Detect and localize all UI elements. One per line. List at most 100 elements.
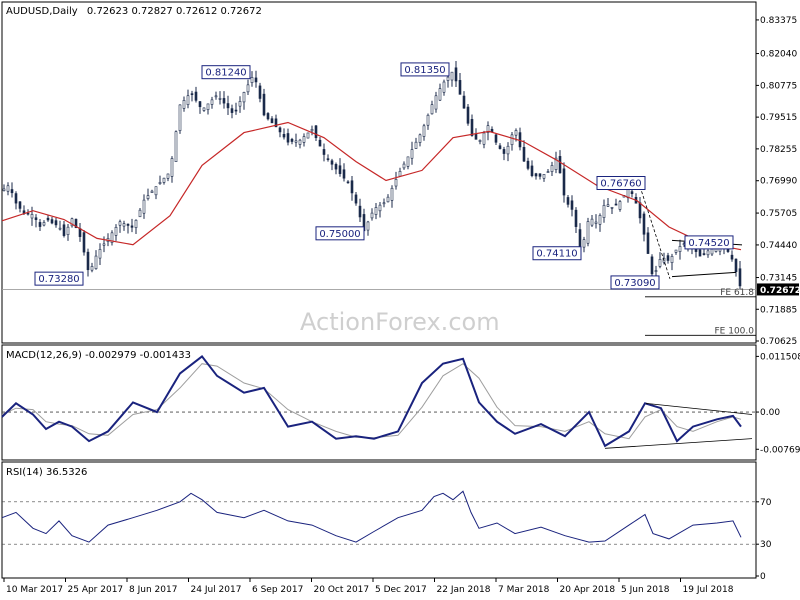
candle	[30, 206, 34, 226]
candle	[414, 137, 418, 149]
price-level-label: 0.74110	[532, 246, 582, 261]
x-tick-label: 5 Jun 2018	[621, 585, 670, 595]
price-tick-label: 0.78255	[760, 145, 797, 155]
candle	[602, 199, 606, 223]
x-tick-label: 25 Apr 2017	[68, 585, 124, 595]
candle	[574, 207, 578, 234]
macd-layer	[1, 354, 756, 449]
fib-extension-label: FE 61.8	[720, 288, 754, 298]
candle	[462, 91, 466, 109]
candle	[670, 253, 674, 271]
candle	[230, 104, 234, 119]
candle	[438, 83, 442, 101]
candle	[550, 161, 554, 177]
price-tick-label: 0.79515	[760, 113, 797, 123]
candle	[338, 158, 342, 177]
price-tick-label: 0.76990	[760, 177, 797, 187]
x-tick-label: 8 Jun 2017	[129, 585, 177, 595]
candle	[206, 103, 210, 115]
candle	[478, 139, 482, 145]
candle	[542, 174, 546, 182]
candle	[334, 162, 338, 175]
x-tick-label: 22 Jan 2018	[437, 585, 491, 595]
candle	[346, 180, 350, 184]
candle	[214, 91, 218, 100]
candle	[350, 176, 354, 201]
candle	[282, 128, 286, 140]
rsi-layer	[1, 490, 756, 545]
candle	[466, 104, 470, 126]
candle	[422, 123, 426, 141]
ohlc-values: 0.72623 0.72827 0.72612 0.72672	[87, 6, 262, 17]
candle	[630, 189, 634, 198]
candle	[210, 96, 214, 109]
candle	[502, 146, 506, 161]
candle	[222, 91, 226, 109]
candle	[554, 151, 558, 174]
x-tick-label: 10 Mar 2017	[6, 585, 63, 595]
price-tick-label: 0.70625	[760, 337, 797, 347]
candle	[358, 198, 362, 222]
candle	[410, 141, 414, 165]
price-tick-label: 0.73145	[760, 274, 797, 284]
price-tick-label: 0.80775	[760, 81, 797, 91]
candle	[194, 86, 198, 103]
current-price-tag: 0.72672	[757, 283, 800, 296]
candle	[298, 138, 302, 149]
candle	[306, 132, 310, 139]
svg-text:0.75000: 0.75000	[319, 229, 360, 240]
watermark: ActionForex.com	[300, 308, 500, 336]
moving-average-line	[1, 121, 742, 251]
candle	[290, 137, 294, 145]
candle	[94, 250, 98, 270]
candle	[614, 198, 618, 206]
candle	[382, 198, 386, 208]
candle	[310, 125, 314, 136]
fib-extension-label: FE 100.0	[715, 326, 755, 336]
candle	[234, 102, 238, 115]
candle	[326, 154, 330, 162]
candle	[302, 133, 306, 147]
candle	[174, 130, 178, 163]
candle	[398, 167, 402, 177]
candle	[498, 143, 502, 150]
macd-tick-label: 0.00	[760, 408, 780, 418]
candle	[458, 72, 462, 95]
candle	[46, 214, 50, 222]
candle	[10, 182, 14, 198]
macd-panel-frame	[1, 344, 757, 461]
candle	[518, 127, 522, 151]
candle	[270, 116, 274, 124]
candle	[114, 224, 118, 241]
candle	[254, 70, 258, 88]
candle	[90, 262, 94, 273]
price-tick-label: 0.75705	[760, 209, 797, 219]
candle	[522, 140, 526, 162]
candle	[582, 236, 586, 253]
macd-line	[1, 354, 742, 448]
candle	[530, 160, 534, 178]
candle	[102, 236, 106, 253]
candle	[138, 208, 142, 218]
candle	[642, 211, 646, 242]
candle	[454, 60, 458, 88]
svg-text:0.81240: 0.81240	[205, 68, 246, 79]
macd-title: MACD(12,26,9) -0.002979 -0.001433	[6, 350, 191, 361]
price-level-label: 0.73090	[610, 275, 660, 290]
candle	[190, 90, 194, 102]
macd-upper-trendline	[645, 402, 753, 415]
candle	[734, 258, 738, 277]
x-tick-label: 20 Oct 2017	[314, 585, 370, 595]
price-level-label: 0.74520	[684, 235, 734, 250]
candle	[170, 156, 174, 183]
svg-text:0.74520: 0.74520	[688, 238, 729, 249]
candle	[154, 186, 158, 200]
candle	[546, 169, 550, 173]
candle	[38, 219, 42, 232]
candle	[238, 96, 242, 113]
symbol-label: AUDUSD,Daily	[6, 6, 78, 17]
x-tick-label: 19 Jul 2018	[683, 585, 734, 595]
candle	[178, 104, 182, 134]
candle	[394, 171, 398, 190]
